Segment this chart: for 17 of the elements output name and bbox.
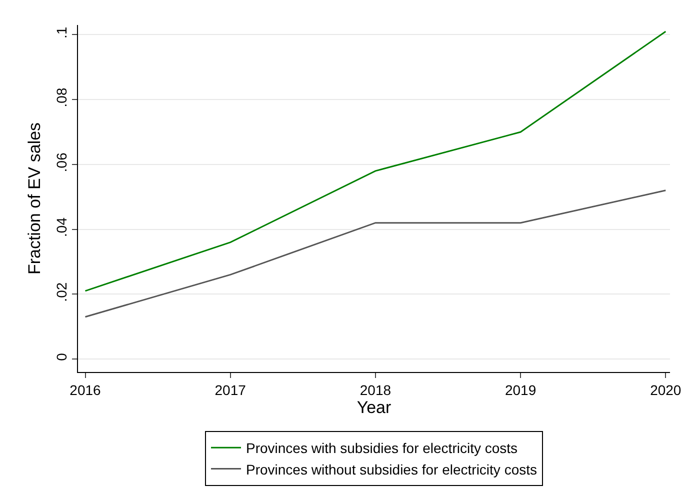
legend-label: Provinces without subsidies for electricity costs	[246, 461, 537, 478]
y-tick-label: .02	[53, 282, 70, 302]
y-axis-title: Fraction of EV sales	[24, 122, 44, 275]
line-series	[84, 30, 666, 292]
y-tick-label: .1	[53, 26, 70, 38]
line-series	[84, 190, 666, 318]
legend-label: Provinces with subsidies for electricity costs	[246, 440, 518, 456]
x-tick-label: 2020	[650, 382, 682, 398]
y-tick-label: 0	[53, 352, 70, 361]
x-axis-title: Year	[356, 398, 392, 417]
x-tick-label: 2016	[70, 382, 102, 398]
y-tick-label: .08	[53, 88, 70, 108]
x-tick-label: 2018	[360, 382, 392, 398]
x-tick-label: 2017	[214, 382, 246, 398]
y-tick-label: .04	[53, 217, 70, 237]
x-tick-label: 2019	[504, 382, 536, 398]
y-tick-label: .06	[53, 152, 70, 172]
